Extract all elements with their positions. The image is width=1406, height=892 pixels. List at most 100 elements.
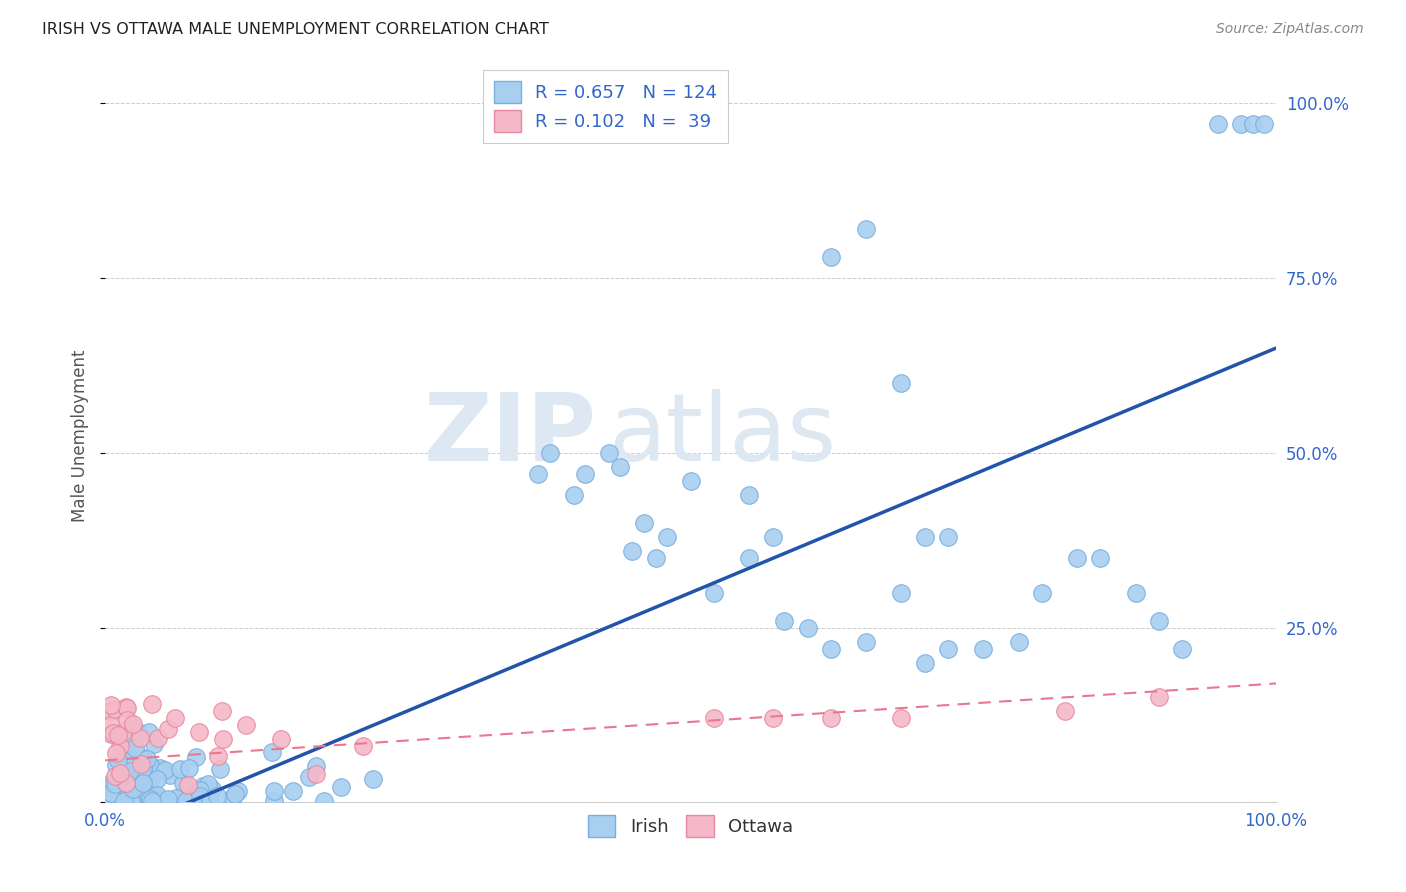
Point (644, 550, 666, 565)
Point (128, 769, 150, 783)
Point (139, 772, 162, 787)
Point (100, 698, 122, 713)
Point (127, 792, 149, 806)
Point (136, 752, 159, 766)
Point (796, 621, 818, 635)
Point (208, 762, 231, 776)
Point (121, 791, 143, 805)
Point (562, 488, 585, 502)
Point (1230, 117, 1253, 131)
Point (172, 775, 194, 789)
Point (131, 751, 153, 765)
Point (191, 779, 214, 793)
Point (100, 779, 122, 793)
Point (574, 467, 596, 481)
Point (146, 789, 169, 803)
Point (127, 789, 149, 804)
Point (100, 776, 122, 790)
Point (146, 731, 169, 746)
Point (114, 699, 136, 714)
Point (132, 769, 155, 783)
Point (120, 719, 142, 733)
Point (538, 446, 561, 460)
Point (184, 749, 207, 764)
Point (135, 764, 157, 778)
Point (205, 789, 228, 803)
Point (141, 794, 163, 808)
Point (129, 757, 152, 772)
Point (914, 656, 936, 670)
Point (107, 728, 129, 742)
Point (142, 792, 165, 806)
Y-axis label: Male Unemployment: Male Unemployment (72, 349, 89, 522)
Point (222, 789, 245, 804)
Point (181, 794, 204, 808)
Point (146, 794, 169, 808)
Point (107, 753, 129, 767)
Point (197, 777, 219, 791)
Text: IRISH VS OTTAWA MALE UNEMPLOYMENT CORRELATION CHART: IRISH VS OTTAWA MALE UNEMPLOYMENT CORREL… (42, 22, 550, 37)
Point (633, 516, 655, 530)
Point (165, 711, 187, 725)
Point (224, 787, 246, 801)
Point (890, 585, 912, 599)
Point (183, 791, 205, 805)
Point (621, 543, 644, 558)
Point (150, 794, 173, 808)
Point (174, 794, 197, 808)
Point (110, 736, 132, 750)
Point (157, 792, 180, 806)
Point (142, 789, 165, 803)
Point (527, 467, 550, 481)
Point (1171, 641, 1194, 656)
Point (679, 474, 702, 488)
Point (132, 775, 155, 789)
Point (138, 758, 160, 772)
Point (762, 711, 785, 725)
Point (211, 731, 233, 746)
Point (143, 737, 166, 751)
Point (132, 761, 155, 775)
Point (121, 782, 143, 797)
Point (100, 792, 122, 806)
Point (115, 713, 138, 727)
Point (139, 792, 162, 806)
Point (105, 746, 128, 760)
Point (855, 634, 877, 648)
Point (103, 702, 125, 716)
Point (1054, 705, 1077, 719)
Point (177, 761, 200, 775)
Point (820, 641, 842, 656)
Point (100, 727, 122, 741)
Point (198, 794, 221, 808)
Point (352, 739, 374, 754)
Point (112, 725, 135, 739)
Point (148, 762, 170, 776)
Point (124, 740, 146, 755)
Point (165, 791, 187, 805)
Point (108, 790, 131, 805)
Point (1007, 634, 1029, 648)
Point (112, 765, 135, 780)
Point (1241, 117, 1264, 131)
Point (936, 530, 959, 544)
Point (1031, 585, 1053, 599)
Point (263, 784, 285, 798)
Point (141, 698, 163, 712)
Point (305, 759, 328, 773)
Point (103, 726, 125, 740)
Point (115, 751, 138, 765)
Legend: Irish, Ottawa: Irish, Ottawa (581, 808, 800, 845)
Point (207, 749, 229, 764)
Point (128, 731, 150, 745)
Point (100, 786, 122, 800)
Point (263, 794, 285, 808)
Point (159, 768, 181, 782)
Point (104, 758, 127, 772)
Point (773, 614, 796, 628)
Point (100, 704, 122, 718)
Point (104, 776, 127, 790)
Point (120, 736, 142, 750)
Point (122, 717, 145, 731)
Point (972, 641, 994, 656)
